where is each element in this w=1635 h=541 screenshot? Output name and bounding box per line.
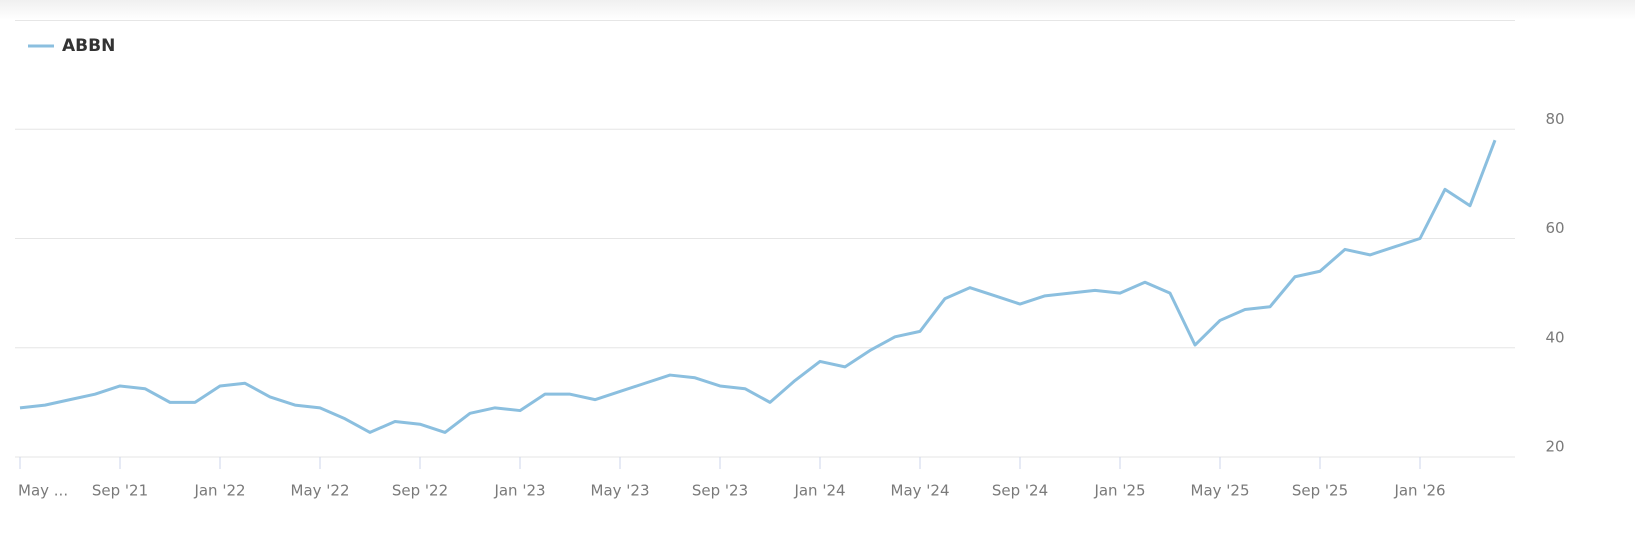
legend-label: ABBN (62, 36, 115, 56)
x-tick-label: May '25 (1191, 482, 1250, 500)
x-tick-label: Jan '23 (493, 482, 545, 500)
x-tick-label: Jan '22 (193, 482, 245, 500)
y-tick-label: 40 (1545, 328, 1564, 346)
x-tick-label: Jan '25 (1093, 482, 1145, 500)
x-tick-label: Jan '26 (1393, 482, 1445, 500)
top-shade (0, 0, 1635, 20)
x-tick-label: Sep '25 (1292, 482, 1348, 500)
y-tick-label: 20 (1545, 438, 1564, 456)
x-tick-label: Sep '21 (92, 482, 148, 500)
x-tick-label: May ... (18, 482, 68, 500)
data-line (19, 139, 1497, 434)
x-tick-label: May '23 (591, 482, 650, 500)
x-tick-label: Sep '24 (992, 482, 1048, 500)
x-tick-label: May '22 (291, 482, 350, 500)
x-tick-label: Sep '23 (692, 482, 748, 500)
y-tick-label: 80 (1545, 110, 1564, 128)
x-tick-label: May '24 (891, 482, 950, 500)
x-tick-label: Jan '24 (793, 482, 845, 500)
y-tick-label: 60 (1545, 219, 1564, 237)
x-tick-label: Sep '22 (392, 482, 448, 500)
